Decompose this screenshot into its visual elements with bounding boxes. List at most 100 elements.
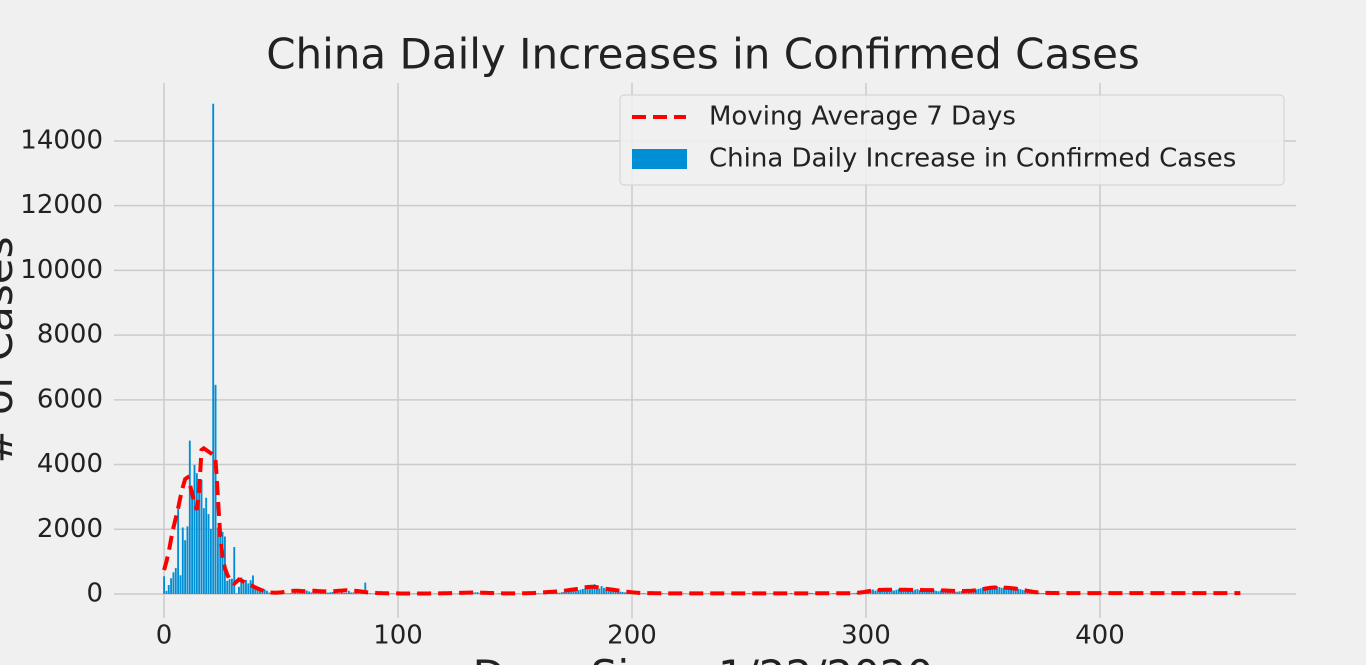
bar [238, 586, 240, 594]
bar [986, 588, 989, 594]
bar [586, 585, 589, 594]
bar [163, 576, 166, 594]
bar [333, 592, 336, 594]
bar [832, 593, 835, 594]
bar [359, 593, 362, 594]
bar [874, 590, 877, 594]
x-tick-label: 0 [156, 621, 173, 651]
bar [989, 586, 991, 594]
bar [993, 588, 996, 594]
bar [574, 589, 577, 594]
bar [598, 588, 601, 594]
bar [184, 540, 187, 594]
bar [266, 590, 268, 594]
bar [537, 593, 540, 594]
bar [256, 589, 259, 594]
bar [570, 591, 573, 594]
bar [350, 592, 353, 594]
x-tick-label: 300 [841, 621, 891, 651]
bar [577, 590, 580, 594]
bar [982, 587, 984, 594]
bar [893, 590, 895, 594]
bar [911, 590, 914, 594]
bar [291, 593, 294, 594]
bar [958, 591, 961, 594]
bar [352, 592, 355, 594]
bar [345, 592, 348, 594]
bar [748, 593, 750, 594]
bar [172, 572, 175, 594]
bar [331, 591, 334, 594]
bar [890, 590, 893, 594]
bar [219, 526, 222, 594]
x-tick-label: 200 [607, 621, 657, 651]
bar [340, 591, 343, 594]
bar [661, 593, 664, 594]
bar [853, 593, 856, 594]
bar [240, 577, 243, 594]
bar [181, 527, 184, 594]
bar [476, 592, 479, 594]
bar [558, 592, 561, 594]
bar [593, 584, 596, 594]
bar [792, 593, 795, 594]
bar [960, 590, 963, 594]
bar [1038, 592, 1041, 594]
bar [572, 589, 575, 594]
bar [233, 547, 236, 594]
bar [1042, 593, 1045, 594]
bar [296, 592, 299, 594]
bar [834, 593, 837, 594]
bar [347, 590, 350, 594]
bar [186, 526, 189, 594]
y-tick-label: 0 [86, 578, 103, 608]
bar [221, 531, 224, 594]
bar [591, 586, 594, 594]
bar [872, 589, 874, 594]
bar [811, 593, 814, 594]
bar [202, 508, 205, 594]
bar [956, 591, 959, 594]
bar [1007, 587, 1010, 594]
bar [1127, 593, 1129, 594]
legend-box [619, 94, 1285, 186]
bar [289, 593, 292, 594]
y-tick-label: 14000 [20, 125, 103, 155]
x-tick-label: 400 [1075, 621, 1125, 651]
bar [478, 593, 481, 594]
bar [322, 593, 325, 594]
bar [914, 589, 917, 594]
bar [287, 593, 290, 594]
bar [235, 593, 238, 594]
y-tick-label: 12000 [20, 190, 103, 220]
bar [1019, 589, 1022, 594]
bar [607, 589, 610, 594]
bar [1040, 592, 1043, 594]
bar [205, 497, 208, 594]
legend-swatch [632, 149, 687, 169]
bar [939, 590, 942, 594]
y-tick-label: 2000 [37, 514, 103, 544]
bar [918, 590, 921, 594]
bar [195, 473, 198, 594]
bar [245, 579, 247, 594]
bar [602, 587, 605, 594]
bar [979, 588, 982, 594]
bar [567, 590, 570, 594]
bar [769, 593, 771, 594]
bar [937, 591, 940, 594]
bar [336, 592, 339, 594]
bar [191, 494, 194, 594]
bar [881, 590, 884, 594]
bar [200, 479, 203, 594]
bar [581, 588, 584, 594]
bar [308, 591, 311, 594]
bar [228, 579, 231, 594]
bar [1003, 587, 1005, 594]
bar [216, 527, 219, 594]
bar [813, 593, 816, 594]
bar [474, 592, 477, 594]
bar [259, 590, 261, 594]
bar [209, 528, 212, 594]
